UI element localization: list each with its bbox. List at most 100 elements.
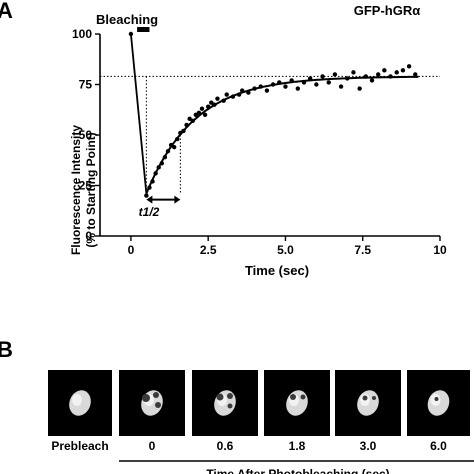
data-point <box>326 80 331 85</box>
data-point <box>400 68 406 73</box>
y-tick-label: 50 <box>79 128 93 142</box>
bleached-spot <box>300 394 306 400</box>
micrograph-time-label: 1.8 <box>289 439 306 453</box>
y-tick-label: 25 <box>79 179 93 193</box>
data-point <box>175 136 180 142</box>
y-tick-label: 75 <box>79 78 93 92</box>
panel-b-letter: B <box>0 337 13 362</box>
data-point <box>382 68 387 73</box>
data-point <box>289 78 294 83</box>
micrograph-tile <box>192 370 258 436</box>
micrograph-time-label: 3.0 <box>360 439 377 453</box>
x-tick-label: 2.5 <box>200 243 217 257</box>
micrograph-time-label: 6.0 <box>430 439 447 453</box>
data-point <box>199 106 205 111</box>
data-point <box>224 92 229 97</box>
y-axis-label-line1: Fluorescence Intensity <box>69 125 83 255</box>
data-point <box>406 64 412 69</box>
bleached-spot <box>227 403 233 409</box>
chart-title: GFP-hGRα <box>354 3 421 18</box>
data-point <box>171 144 177 150</box>
data-point <box>301 80 307 85</box>
bleached-spot <box>142 394 150 402</box>
data-point <box>307 76 313 81</box>
data-point <box>270 82 276 87</box>
data-point <box>375 72 381 77</box>
data-point <box>230 94 236 99</box>
data-point <box>156 165 161 170</box>
data-point <box>202 112 208 118</box>
data-point <box>388 74 393 79</box>
bleaching-bar <box>137 27 150 32</box>
micrograph-axis-label: Time After Photobleaching (sec) <box>206 467 389 474</box>
bleached-spot <box>216 393 224 401</box>
micrograph-tile <box>48 370 112 436</box>
data-point <box>264 88 270 93</box>
data-point <box>314 82 319 87</box>
micrograph-time-label: Prebleach <box>51 439 108 453</box>
x-tick-label: 10 <box>433 243 447 257</box>
x-axis-label: Time (sec) <box>245 263 309 278</box>
data-point <box>394 70 399 75</box>
half-time-label: t1/2 <box>139 205 160 219</box>
x-tick-label: 0 <box>128 243 135 257</box>
data-point <box>363 74 369 79</box>
data-point <box>215 96 220 101</box>
data-point <box>144 193 149 198</box>
recovery-fit-curve <box>145 75 419 194</box>
data-point <box>212 102 217 107</box>
axes <box>95 33 441 241</box>
data-point <box>345 76 350 81</box>
data-point <box>184 122 189 128</box>
data-point <box>165 148 171 154</box>
data-point <box>369 78 375 83</box>
data-point <box>258 84 263 89</box>
data-point <box>205 104 211 109</box>
x-tick-label: 7.5 <box>354 243 371 257</box>
data-point <box>351 70 356 75</box>
data-point <box>150 179 155 184</box>
bleached-spot <box>290 394 296 400</box>
data-point <box>196 110 202 115</box>
bleaching-label: Bleaching <box>96 12 158 27</box>
data-point <box>236 92 242 97</box>
chart-marks <box>100 27 440 204</box>
bleached-spot <box>434 397 439 401</box>
half-time-arrowhead-right <box>174 195 181 204</box>
data-point <box>221 98 226 103</box>
micrograph-time-label: 0 <box>149 439 156 453</box>
data-point <box>283 84 288 89</box>
micrograph-tile <box>119 370 185 436</box>
data-point <box>190 118 195 124</box>
micrograph-tile <box>335 370 401 436</box>
y-tick-label: 100 <box>72 27 92 41</box>
micrograph-strip: Prebleach 0 0.6 1.8 3.0 6.0 Time After Photobl… <box>48 370 474 474</box>
panel-a-letter: A <box>0 0 13 23</box>
bleached-spot <box>362 395 368 401</box>
data-point <box>413 72 418 77</box>
bleach-drop-line <box>130 33 148 194</box>
y-axis-label-line2: (% to Starting Point) <box>84 132 98 247</box>
bleached-spot <box>155 402 161 408</box>
data-point <box>295 86 301 91</box>
bleached-spot <box>372 396 376 400</box>
data-point <box>181 128 186 134</box>
data-point <box>239 88 245 93</box>
data-point <box>147 185 152 190</box>
data-point <box>252 86 257 91</box>
data-point <box>246 90 251 95</box>
micrograph-tile <box>264 370 330 436</box>
data-point <box>320 74 325 79</box>
y-tick-label: 0 <box>85 229 92 243</box>
bleached-spot <box>153 392 159 398</box>
x-tick-label: 5.0 <box>277 243 294 257</box>
data-point <box>357 86 362 91</box>
micrograph-time-label: 0.6 <box>217 439 234 453</box>
data-point <box>153 171 158 176</box>
bleached-spot <box>227 393 233 399</box>
micrograph-tile <box>407 370 470 436</box>
data-point <box>162 155 168 160</box>
